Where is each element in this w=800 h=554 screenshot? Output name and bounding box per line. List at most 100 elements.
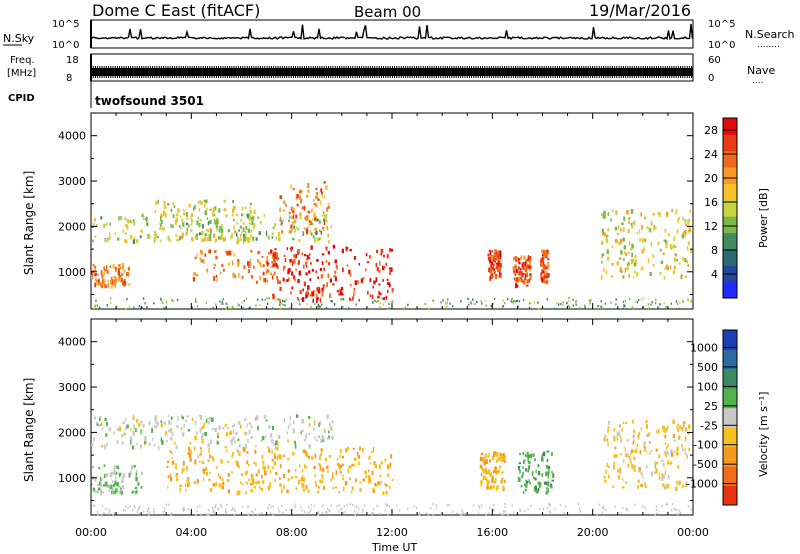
nsky-label: N.Sky xyxy=(3,32,35,45)
data-cell xyxy=(291,261,294,266)
data-cell xyxy=(227,460,229,463)
data-cell xyxy=(313,504,316,507)
data-cell xyxy=(297,298,299,301)
data-cell xyxy=(274,271,276,275)
data-cell xyxy=(201,460,205,464)
data-cell xyxy=(238,464,240,469)
data-cell xyxy=(227,262,230,266)
data-cell xyxy=(451,510,454,513)
data-cell xyxy=(165,213,167,218)
data-cell xyxy=(97,513,99,516)
data-cell xyxy=(307,506,310,509)
data-cell xyxy=(603,475,606,479)
data-cell xyxy=(327,203,330,206)
data-cell xyxy=(325,185,328,190)
data-cell xyxy=(225,511,227,514)
data-cell xyxy=(195,256,198,259)
data-cell xyxy=(298,239,301,243)
data-cell xyxy=(549,504,551,507)
data-cell xyxy=(123,284,126,287)
data-cell xyxy=(633,262,637,267)
data-cell xyxy=(514,273,517,276)
data-cell xyxy=(250,234,252,238)
data-cell xyxy=(124,239,127,243)
data-cell xyxy=(234,510,237,513)
data-cell xyxy=(99,484,103,488)
data-cell xyxy=(349,273,352,277)
data-cell xyxy=(234,440,236,444)
data-cell xyxy=(345,247,349,250)
data-cell xyxy=(310,221,312,225)
data-cell xyxy=(209,488,213,492)
data-cell xyxy=(316,218,319,222)
data-cell xyxy=(237,421,241,425)
data-cell xyxy=(92,239,94,243)
data-cell xyxy=(268,425,272,428)
data-cell xyxy=(317,435,321,439)
data-cell xyxy=(540,275,543,278)
data-cell xyxy=(261,455,264,460)
data-cell xyxy=(181,232,184,237)
data-cell xyxy=(602,214,605,219)
data-cell xyxy=(194,435,197,441)
data-cell xyxy=(279,216,282,220)
data-cell xyxy=(332,283,335,286)
data-cell xyxy=(628,251,630,255)
data-cell xyxy=(519,508,521,511)
data-cell xyxy=(512,256,515,261)
data-cell xyxy=(546,298,548,301)
data-cell xyxy=(607,441,609,447)
data-cell xyxy=(311,232,313,236)
data-cell xyxy=(547,273,550,277)
data-cell xyxy=(501,306,504,309)
data-cell xyxy=(275,471,278,476)
data-cell xyxy=(490,263,493,267)
data-cell xyxy=(270,272,272,276)
data-cell xyxy=(490,266,493,271)
colorbar-tick-label: 24 xyxy=(704,148,718,161)
data-cell xyxy=(385,262,387,266)
data-cell xyxy=(529,276,532,279)
data-cell xyxy=(267,507,269,510)
data-cell xyxy=(118,426,122,432)
data-cell xyxy=(490,269,493,274)
data-cell xyxy=(283,200,286,204)
data-cell xyxy=(290,476,293,480)
data-cell xyxy=(590,298,592,301)
data-cell xyxy=(204,210,207,216)
data-cell xyxy=(510,298,513,301)
data-cell xyxy=(530,505,532,508)
data-cell xyxy=(346,503,348,506)
data-cell xyxy=(343,505,345,508)
data-cell xyxy=(545,471,548,477)
data-cell xyxy=(646,434,649,438)
data-cell xyxy=(368,475,371,479)
data-cell xyxy=(325,511,327,514)
data-cell xyxy=(625,481,628,484)
data-cell xyxy=(315,187,318,190)
data-cell xyxy=(601,260,603,264)
data-cell xyxy=(314,237,317,243)
data-cell xyxy=(491,478,494,484)
data-cell xyxy=(353,287,356,292)
data-cell xyxy=(242,239,245,245)
data-cell xyxy=(359,446,361,451)
data-cell xyxy=(499,275,502,278)
data-cell xyxy=(139,235,142,239)
data-cell xyxy=(283,484,285,490)
data-cell xyxy=(330,224,332,229)
data-cell xyxy=(329,293,331,299)
data-cell xyxy=(237,303,239,306)
data-cell xyxy=(629,297,631,301)
data-cell xyxy=(248,265,251,269)
data-cell xyxy=(344,511,346,514)
data-cell xyxy=(494,249,497,252)
data-cell xyxy=(218,236,221,240)
data-cell xyxy=(515,278,517,282)
data-cell xyxy=(336,505,338,508)
data-cell xyxy=(372,301,374,304)
data-cell xyxy=(663,302,665,305)
data-cell xyxy=(347,446,350,451)
data-cell xyxy=(163,201,166,205)
data-cell xyxy=(111,491,113,495)
